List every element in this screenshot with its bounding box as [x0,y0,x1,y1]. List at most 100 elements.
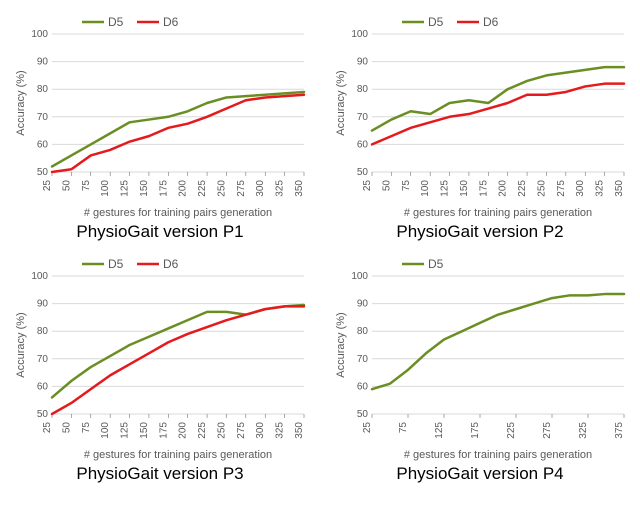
svg-text:75: 75 [401,180,412,192]
caption-p4: PhysioGait version P4 [396,464,563,484]
svg-text:# gestures for training pairs: # gestures for training pairs generation [84,449,272,461]
svg-text:60: 60 [37,139,49,150]
caption-p1: PhysioGait version P1 [76,222,243,242]
svg-text:70: 70 [37,354,49,365]
svg-text:100: 100 [351,29,368,40]
svg-text:150: 150 [459,180,470,197]
svg-text:25: 25 [42,422,53,434]
svg-text:275: 275 [556,180,567,197]
svg-text:200: 200 [178,422,189,439]
svg-text:Accuracy (%): Accuracy (%) [335,70,347,135]
svg-text:375: 375 [614,422,625,439]
svg-text:325: 325 [275,422,286,439]
svg-text:90: 90 [37,299,49,310]
svg-text:25: 25 [362,422,373,434]
svg-text:D6: D6 [483,15,499,29]
svg-text:75: 75 [81,422,92,434]
svg-text:70: 70 [357,354,369,365]
svg-text:D5: D5 [108,257,124,271]
svg-text:175: 175 [158,422,169,439]
svg-text:D5: D5 [428,15,444,29]
chart-p4: 5060708090100Accuracy (%)257512517522527… [330,252,630,462]
svg-text:50: 50 [37,409,49,420]
svg-text:350: 350 [294,180,305,197]
svg-text:Accuracy (%): Accuracy (%) [15,312,27,377]
svg-text:275: 275 [236,422,247,439]
svg-text:50: 50 [357,167,369,178]
svg-text:325: 325 [578,422,589,439]
svg-text:150: 150 [139,422,150,439]
svg-text:175: 175 [470,422,481,439]
svg-text:100: 100 [420,180,431,197]
svg-text:D6: D6 [163,257,179,271]
svg-text:70: 70 [37,112,49,123]
caption-p3: PhysioGait version P3 [76,464,243,484]
panel-p3: 50 60 70 80 90 100 Accuracy (%) 25 50 75 100 125 150… [10,252,310,484]
chart-p1: 50 60 70 80 90 100 Accuracy (%) 25 50 75 100 125 150… [10,10,310,220]
svg-text:125: 125 [120,422,131,439]
svg-text:300: 300 [575,180,586,197]
svg-text:200: 200 [178,180,189,197]
svg-text:25: 25 [42,180,53,192]
svg-text:50: 50 [357,409,369,420]
svg-text:80: 80 [357,84,369,95]
svg-text:175: 175 [158,180,169,197]
panel-p2: 50 60 70 80 90 100 Accuracy (%) 25 50 75 100 125 150… [330,10,630,242]
panel-p4: 5060708090100Accuracy (%)257512517522527… [330,252,630,484]
svg-text:350: 350 [614,180,625,197]
svg-text:275: 275 [236,180,247,197]
svg-text:80: 80 [37,84,49,95]
svg-text:225: 225 [197,180,208,197]
svg-text:250: 250 [216,422,227,439]
svg-text:80: 80 [37,326,49,337]
panel-p1: 50 60 70 80 90 100 Accuracy (%) 25 50 75 100 125 150… [10,10,310,242]
svg-text:25: 25 [362,180,373,192]
svg-text:D5: D5 [108,15,124,29]
svg-text:350: 350 [294,422,305,439]
svg-text:325: 325 [595,180,606,197]
svg-text:100: 100 [351,271,368,282]
svg-text:50: 50 [37,167,49,178]
svg-text:100: 100 [100,422,111,439]
svg-text:D6: D6 [163,15,179,29]
svg-text:# gestures for training pairs: # gestures for training pairs generation [404,449,592,461]
chart-grid: 50 60 70 80 90 100 Accuracy (%) 25 50 75 100 125 150… [10,10,630,484]
svg-text:100: 100 [31,271,48,282]
svg-text:200: 200 [498,180,509,197]
svg-text:# gestures for training pairs: # gestures for training pairs generation [84,207,272,219]
svg-text:75: 75 [398,422,409,434]
svg-text:90: 90 [357,57,369,68]
svg-text:90: 90 [357,299,369,310]
svg-text:75: 75 [81,180,92,192]
svg-text:D5: D5 [428,257,444,271]
svg-text:250: 250 [536,180,547,197]
svg-text:60: 60 [357,381,369,392]
svg-text:70: 70 [357,112,369,123]
svg-text:325: 325 [275,180,286,197]
svg-text:100: 100 [31,29,48,40]
svg-text:125: 125 [434,422,445,439]
svg-text:60: 60 [357,139,369,150]
svg-text:80: 80 [357,326,369,337]
svg-text:300: 300 [255,422,266,439]
svg-text:50: 50 [381,180,392,192]
svg-text:90: 90 [37,57,49,68]
caption-p2: PhysioGait version P2 [396,222,563,242]
svg-text:225: 225 [517,180,528,197]
svg-text:175: 175 [478,180,489,197]
svg-text:300: 300 [255,180,266,197]
svg-text:150: 150 [139,180,150,197]
svg-text:50: 50 [61,180,72,192]
svg-text:275: 275 [542,422,553,439]
svg-text:50: 50 [61,422,72,434]
svg-text:60: 60 [37,381,49,392]
svg-text:250: 250 [216,180,227,197]
svg-text:Accuracy (%): Accuracy (%) [335,312,347,377]
svg-text:125: 125 [120,180,131,197]
chart-p3: 50 60 70 80 90 100 Accuracy (%) 25 50 75 100 125 150… [10,252,310,462]
svg-text:# gestures for training pairs: # gestures for training pairs generation [404,207,592,219]
svg-text:225: 225 [197,422,208,439]
svg-text:100: 100 [100,180,111,197]
svg-text:Accuracy (%): Accuracy (%) [15,70,27,135]
svg-text:125: 125 [440,180,451,197]
